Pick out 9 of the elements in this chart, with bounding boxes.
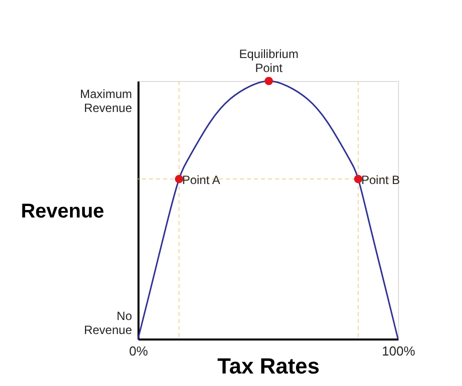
text: Maximum Revenue: [80, 87, 132, 115]
x-axis-title: Tax Rates: [217, 354, 320, 378]
annotation: Equilibrium Point: [239, 47, 298, 75]
x-tick-label: 0%: [129, 344, 148, 358]
text: No Revenue: [84, 309, 132, 337]
annotation: Point A: [182, 173, 220, 188]
annotation: Point B: [361, 173, 400, 188]
y-axis-title: Revenue: [20, 200, 104, 222]
x-tick-label: 100%: [382, 344, 416, 358]
